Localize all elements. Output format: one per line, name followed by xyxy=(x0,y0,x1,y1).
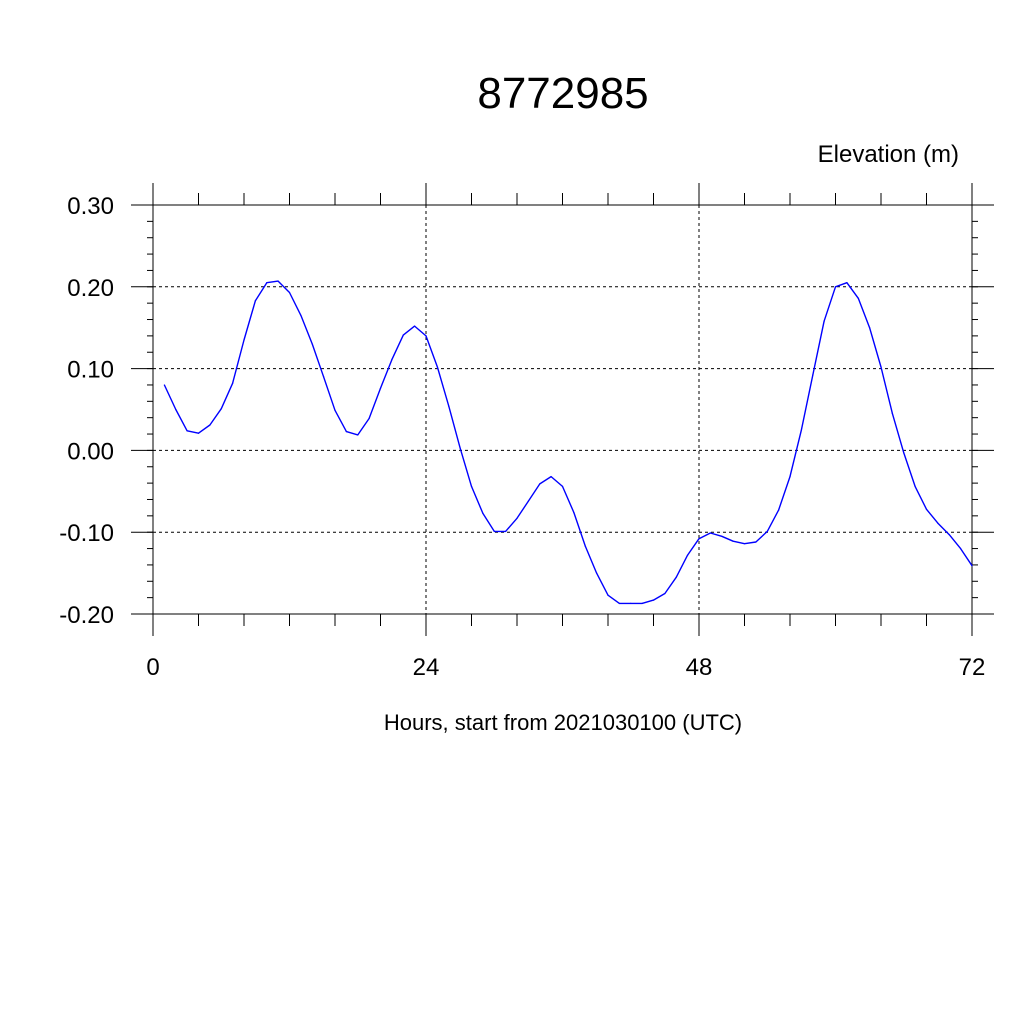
data-point xyxy=(220,408,222,410)
data-point xyxy=(459,447,461,449)
y-tick-label: 0.00 xyxy=(67,438,114,465)
data-point xyxy=(618,602,620,604)
data-point xyxy=(163,384,165,386)
data-point xyxy=(448,405,450,407)
data-point xyxy=(630,602,632,604)
data-point xyxy=(539,483,541,485)
data-point xyxy=(948,534,950,536)
data-point xyxy=(766,530,768,532)
series-line xyxy=(163,280,973,605)
data-point xyxy=(732,540,734,542)
y-tick-label: 0.20 xyxy=(67,275,114,302)
data-point xyxy=(971,565,973,567)
data-point xyxy=(493,530,495,532)
x-tick-label: 0 xyxy=(146,654,159,681)
data-point xyxy=(607,594,609,596)
data-point xyxy=(209,424,211,426)
data-point xyxy=(266,282,268,284)
data-point xyxy=(277,280,279,282)
data-point xyxy=(834,286,837,288)
data-point xyxy=(357,434,359,436)
data-point xyxy=(925,508,928,510)
data-point xyxy=(311,343,313,345)
data-point xyxy=(596,572,598,574)
y-tick-labels: -0.20 -0.10 0.00 0.10 0.20 0.30 xyxy=(59,193,114,629)
data-point xyxy=(880,366,882,368)
data-point xyxy=(482,512,484,514)
data-point xyxy=(505,530,507,532)
data-point xyxy=(197,432,200,434)
data-point xyxy=(345,430,347,433)
data-point xyxy=(869,327,871,329)
data-point xyxy=(561,485,564,487)
data-point xyxy=(436,366,438,368)
data-point xyxy=(243,339,245,341)
data-point xyxy=(175,408,177,411)
data-point xyxy=(903,452,905,454)
data-point xyxy=(379,387,382,389)
data-point xyxy=(846,282,848,284)
y-tick-label: 0.10 xyxy=(67,357,114,384)
data-point xyxy=(698,538,700,540)
data-point xyxy=(186,430,188,432)
data-point xyxy=(891,412,893,415)
data-point xyxy=(391,359,393,361)
x-tick-label: 48 xyxy=(686,654,713,681)
data-point xyxy=(743,543,746,545)
data-point xyxy=(425,335,427,337)
data-point xyxy=(960,547,962,550)
data-point xyxy=(675,576,677,578)
data-point xyxy=(516,517,518,519)
data-point xyxy=(664,592,666,595)
data-point xyxy=(812,374,814,376)
y-tick-label: -0.20 xyxy=(59,602,114,629)
chart-title: 8772985 xyxy=(477,69,648,118)
data-point xyxy=(687,554,689,556)
gridlines xyxy=(152,204,973,615)
data-point xyxy=(789,475,791,478)
data-point xyxy=(402,334,404,336)
data-point xyxy=(414,325,416,327)
data-point xyxy=(641,602,643,604)
data-point xyxy=(550,475,552,478)
y-axis-label: Elevation (m) xyxy=(818,141,959,168)
data-point xyxy=(800,429,802,431)
y-tick-label: 0.30 xyxy=(67,193,114,220)
series-layer xyxy=(163,280,973,605)
x-tick-labels: 0 24 48 72 xyxy=(146,654,985,681)
data-point xyxy=(254,300,256,302)
data-point xyxy=(300,314,302,317)
data-point xyxy=(323,376,325,378)
x-axis-label: Hours, start from 2021030100 (UTC) xyxy=(384,710,742,735)
data-point xyxy=(232,382,234,384)
data-point xyxy=(721,535,723,537)
data-point xyxy=(527,500,529,502)
y-tick-label: -0.10 xyxy=(59,520,114,547)
data-point xyxy=(857,297,859,299)
data-point xyxy=(470,485,473,487)
major-ticks xyxy=(131,183,994,636)
data-point xyxy=(914,485,916,487)
data-point xyxy=(937,522,939,524)
data-point xyxy=(778,509,780,511)
data-point xyxy=(573,511,575,514)
x-tick-label: 24 xyxy=(413,654,440,681)
minor-ticks xyxy=(147,193,978,626)
data-point xyxy=(368,417,370,420)
data-point xyxy=(288,291,291,294)
plot-frame xyxy=(152,204,973,615)
x-tick-label: 72 xyxy=(959,654,986,681)
data-point xyxy=(584,545,586,547)
data-point xyxy=(334,409,336,411)
data-point xyxy=(755,541,757,543)
data-point xyxy=(652,599,655,601)
data-point xyxy=(709,532,711,534)
data-point xyxy=(823,320,825,322)
